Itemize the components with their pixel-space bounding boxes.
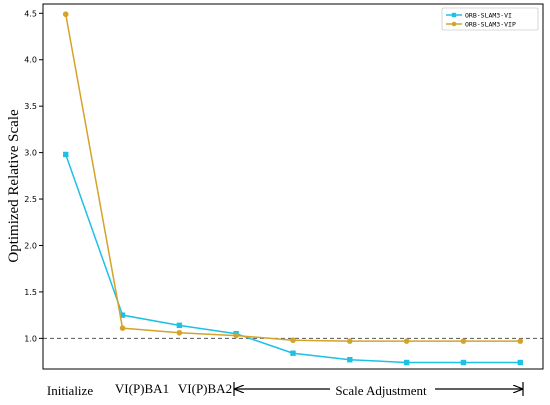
plot-frame — [42, 3, 544, 370]
y-tick-label: 3.5 — [24, 102, 37, 111]
data-point-orb-slam3-vip — [290, 337, 296, 344]
y-axis-title: Optimized Relative Scale — [6, 109, 22, 263]
data-point-orb-slam3-vi — [119, 312, 126, 318]
y-tick-label: 4.0 — [24, 56, 37, 65]
data-point-orb-slam3-vi — [347, 357, 353, 363]
data-point-orb-slam3-vip — [62, 11, 69, 18]
y-tick-label: 1.0 — [24, 334, 37, 343]
y-tick-label: 2.5 — [24, 195, 37, 204]
data-point-orb-slam3-vip — [460, 338, 467, 344]
plot-background — [43, 4, 543, 369]
legend-box — [441, 7, 539, 31]
y-tick-label: 1.5 — [24, 288, 37, 297]
x-label-scale-adjustment: Scale Adjustment — [335, 383, 427, 398]
data-point-orb-slam3-vip — [119, 325, 126, 331]
data-point-orb-slam3-vi — [517, 359, 523, 366]
x-label-ba1: VI(P)BA1 — [115, 381, 169, 396]
data-point-orb-slam3-vi — [176, 322, 183, 329]
data-point-orb-slam3-vi — [63, 151, 69, 158]
x-label-ba2: VI(P)BA2 — [178, 381, 232, 396]
data-point-orb-slam3-vip — [347, 338, 353, 344]
y-tick-label: 4.5 — [24, 9, 37, 18]
data-point-orb-slam3-vip — [176, 329, 183, 336]
series-layer — [62, 11, 524, 366]
legend-label: ORB-SLAM3-VI — [465, 11, 512, 19]
data-point-orb-slam3-vi — [290, 350, 296, 356]
data-point-orb-slam3-vi — [460, 359, 467, 366]
data-point-orb-slam3-vi — [403, 359, 410, 366]
y-tick-label: 2.0 — [24, 241, 37, 250]
y-tick-label: 3.0 — [24, 149, 37, 158]
legend-marker — [451, 21, 457, 27]
legend-marker — [451, 12, 457, 18]
legend-label: ORB-SLAM3-VIP — [465, 20, 516, 28]
data-point-orb-slam3-vip — [233, 332, 239, 339]
y-ticks: 1.0 1.5 2.0 2.5 3.0 3.5 4.0 4.5 — [24, 9, 43, 343]
data-point-orb-slam3-vip — [403, 338, 410, 344]
data-point-orb-slam3-vip — [517, 338, 524, 344]
x-label-initialize: Initialize — [47, 383, 93, 398]
